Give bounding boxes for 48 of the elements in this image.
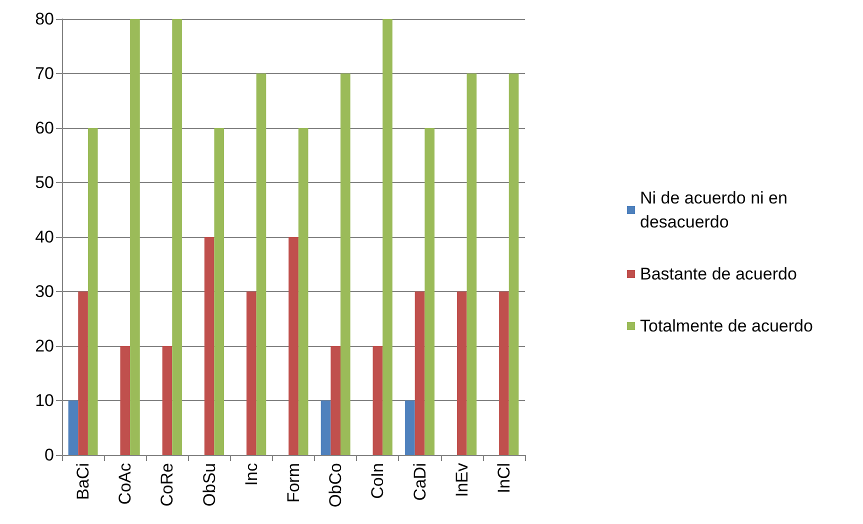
bar [78,292,88,455]
bar [172,19,182,455]
x-tick-label: CoIn [368,463,388,499]
x-tick-label: BaCi [74,463,93,500]
bar [162,346,172,455]
x-tick-label: Form [284,463,303,503]
bar [414,292,425,455]
y-tick-label: 50 [35,173,54,192]
legend-label: Bastante de acuerdo [640,264,797,284]
y-tick-label: 70 [35,64,54,83]
bar [320,400,331,455]
x-tick-label: CoAc [116,462,135,505]
bar [405,400,415,455]
y-tick-label: 40 [35,228,54,246]
legend-label: Ni de acuerdo ni en desacuerdo [640,188,792,232]
bar [499,292,509,455]
x-tick-label: CoRe [158,463,177,506]
bar [120,346,130,455]
bar [382,19,392,455]
bar [340,74,350,455]
y-tick-label: 0 [44,446,54,464]
bar [288,237,298,455]
x-tick-label: ObCo [326,463,346,508]
x-tick-label: ObSu [200,463,219,506]
y-tick-label: 60 [35,118,54,138]
bar [372,346,383,455]
bar [508,74,519,455]
bar [256,74,266,455]
y-tick-label: 20 [35,336,54,356]
bar [466,74,477,455]
bar [68,400,78,455]
x-tick-label: InCl [494,463,514,494]
bar [88,128,98,455]
x-tick-label: Inc [242,462,261,486]
bar [204,237,214,455]
y-tick-label: 30 [35,282,54,301]
legend-label: Totalmente de acuerdo [640,316,813,336]
bar [456,292,467,455]
y-tick-label: 10 [35,391,54,410]
x-tick-label: CaDi [410,463,430,501]
bar [424,128,435,455]
y-tick-label: 80 [35,10,54,28]
bar [330,346,340,455]
x-tick-label: InEv [452,462,472,498]
bar [130,19,140,455]
bar [246,292,256,455]
bar [214,128,224,455]
bar [298,128,308,455]
